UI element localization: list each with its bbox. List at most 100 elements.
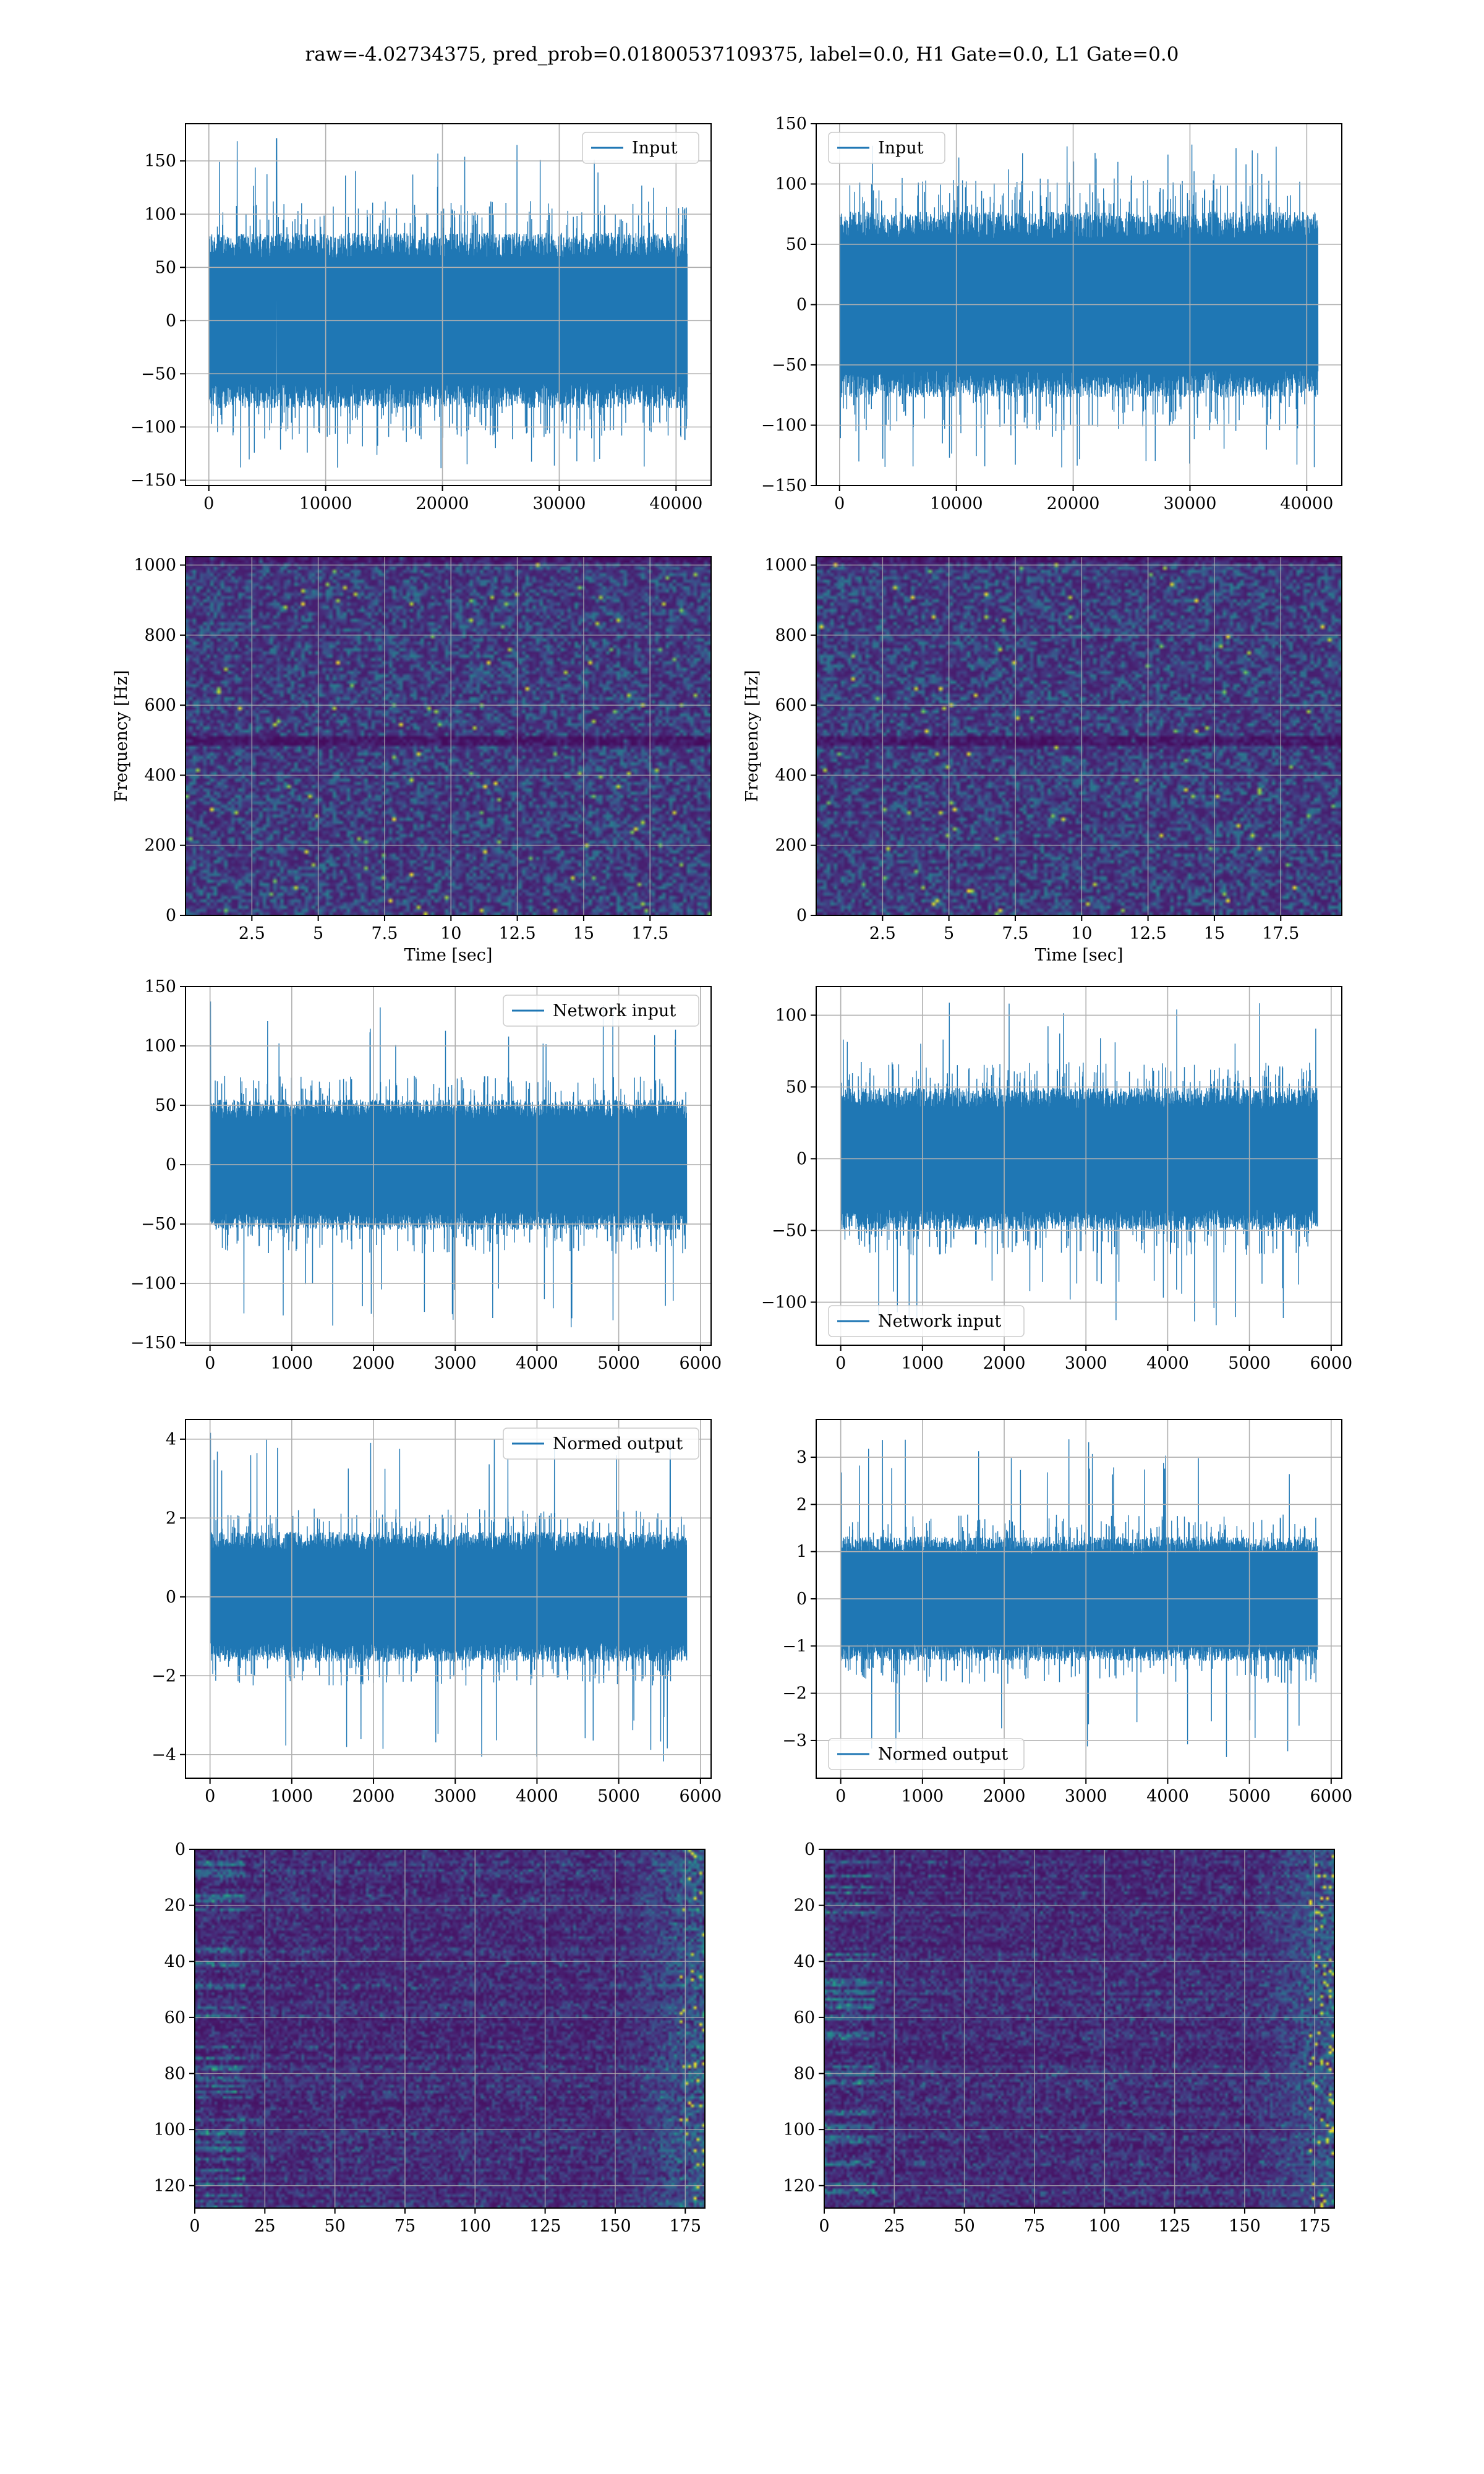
feat-h1-ytick-label-4: 80: [164, 2065, 186, 2084]
input-h1-ytick-label-1: −100: [130, 417, 176, 437]
norm-l1-frame: [816, 1419, 1342, 1779]
norm-l1-xtick-label-1: 1000: [901, 1787, 944, 1806]
norm-h1-xtick-label-0: 0: [205, 1787, 215, 1806]
norm-h1-legend-box: [503, 1427, 699, 1460]
input-h1-xtick-label-1: 10000: [299, 494, 352, 513]
spec-l1-ylabel: Frequency [Hz]: [743, 670, 762, 802]
feat-l1-xtick-label-4: 100: [1089, 2217, 1121, 2236]
input-l1-xtick-label-3: 30000: [1163, 494, 1216, 513]
net-l1-xtick-label-1: 1000: [901, 1354, 944, 1373]
input-l1-ytick-label-1: −100: [761, 416, 807, 435]
net-h1-xtick-label-4: 4000: [516, 1354, 558, 1373]
spec-h1-ytick-label-3: 600: [144, 696, 176, 715]
norm-l1-ytick-label-1: −2: [782, 1684, 807, 1703]
feat-l1-ytick-label-0: 0: [804, 1840, 815, 1859]
norm-h1-legend: Normed output: [503, 1427, 699, 1460]
spec-l1-xtick-label-3: 10: [1071, 924, 1092, 943]
spec-l1-frame: [816, 556, 1342, 916]
chart-spec-h1: 2.5 5 7.5 10 12.5 15 17.5 0 200 400 600 800 1000 Time…: [112, 556, 712, 965]
net-h1-xtick-label-6: 6000: [679, 1354, 722, 1373]
spec-l1-xtick-label-6: 17.5: [1262, 924, 1299, 943]
net-h1-frame: [185, 986, 712, 1346]
norm-h1-ytick-label-1: −2: [151, 1666, 176, 1685]
input-h1-legend-label: Input: [632, 139, 678, 158]
feat-h1-xtick-label-3: 75: [394, 2217, 416, 2236]
input-l1-ytick-label-0: −150: [761, 476, 807, 495]
norm-l1-xtick-label-3: 3000: [1065, 1787, 1107, 1806]
spec-h1-xtick-label-4: 12.5: [499, 924, 536, 943]
net-h1-legend-box: [503, 995, 699, 1027]
norm-l1-ytick-label-2: −1: [782, 1637, 807, 1656]
feat-h1-xtick-label-6: 150: [599, 2217, 631, 2236]
input-h1-legend-box: [582, 132, 699, 164]
spec-h1-xtick-label-0: 2.5: [239, 924, 265, 943]
input-l1-ytick-label-4: 50: [786, 235, 807, 254]
norm-h1-ytick-label-0: −4: [151, 1745, 176, 1765]
feat-l1-xtick-label-3: 75: [1024, 2217, 1045, 2236]
norm-h1-xtick-label-1: 1000: [270, 1787, 313, 1806]
net-h1-xtick-label-5: 5000: [597, 1354, 640, 1373]
spec-l1-ytick-label-2: 400: [775, 766, 807, 785]
feat-h1-ytick-label-1: 20: [164, 1896, 186, 1915]
feat-h1-xtick-label-1: 25: [254, 2217, 275, 2236]
input-l1-ytick-label-2: −50: [772, 356, 807, 375]
spec-l1-xtick-label-0: 2.5: [869, 924, 896, 943]
net-h1-series-line: [210, 1001, 688, 1328]
feat-h1-ytick-label-5: 100: [153, 2120, 186, 2139]
net-l1-xtick-label-5: 5000: [1228, 1354, 1271, 1373]
net-l1-xtick-label-2: 2000: [983, 1354, 1026, 1373]
chart-input-h1: 0 10000 20000 30000 40000 −150 −100 −50 0 50 100 15…: [130, 123, 712, 513]
input-l1-series-line: [839, 144, 1319, 468]
spec-l1-xtick-label-2: 7.5: [1002, 924, 1028, 943]
net-h1-ytick-label-2: −50: [141, 1215, 176, 1234]
spec-h1-ytick-label-2: 400: [144, 766, 176, 785]
spec-l1-ytick-label-4: 800: [775, 626, 807, 645]
spec-l1-ytick-label-0: 0: [796, 906, 807, 925]
input-h1-xtick-label-0: 0: [203, 494, 214, 513]
norm-l1-xtick-label-6: 6000: [1310, 1787, 1352, 1806]
net-l1-xtick-label-4: 4000: [1146, 1354, 1189, 1373]
input-l1-ytick-label-3: 0: [796, 296, 807, 315]
spec-h1-xtick-label-5: 15: [573, 924, 594, 943]
feat-l1-ytick-label-6: 120: [783, 2177, 815, 2196]
spec-h1-ytick-label-4: 800: [144, 626, 176, 645]
input-l1-frame: [816, 123, 1342, 486]
spec-l1-xtick-label-1: 5: [944, 924, 954, 943]
input-l1-xtick-label-0: 0: [834, 494, 845, 513]
norm-l1-xtick-label-5: 5000: [1228, 1787, 1271, 1806]
feat-h1-xtick-label-7: 175: [669, 2217, 701, 2236]
spec-h1-heatmap-image: [186, 557, 711, 915]
spec-h1-ytick-label-1: 200: [144, 836, 176, 855]
input-h1-series-line: [208, 138, 688, 469]
norm-l1-ytick-label-3: 0: [796, 1590, 807, 1609]
spec-l1-ytick-label-3: 600: [775, 696, 807, 715]
input-h1-ytick-label-5: 100: [144, 205, 176, 224]
net-h1-ytick-label-1: −100: [130, 1274, 176, 1293]
spec-h1-ylabel: Frequency [Hz]: [112, 670, 131, 802]
spec-h1-ytick-label-0: 0: [166, 906, 176, 925]
input-l1-legend-label: Input: [878, 139, 924, 158]
net-l1-ytick-label-4: 100: [775, 1006, 807, 1025]
feat-l1-frame: [824, 1849, 1335, 2209]
norm-l1-xtick-label-0: 0: [835, 1787, 846, 1806]
norm-l1-ytick-label-5: 2: [796, 1495, 807, 1514]
feat-l1-ytick-label-3: 60: [794, 2008, 815, 2027]
net-h1-xtick-label-0: 0: [205, 1354, 215, 1373]
spec-h1-xtick-label-6: 17.5: [631, 924, 668, 943]
net-h1-ytick-label-3: 0: [166, 1155, 176, 1175]
net-h1-legend: Network input: [503, 995, 699, 1027]
figure-title: raw=-4.02734375, pred_prob=0.01800537109…: [305, 43, 1179, 66]
net-l1-ytick-label-1: −50: [772, 1221, 807, 1240]
chart-feat-h1: 0 25 50 75 100 125 150 175 0 20 40 60 80 100 120: [153, 1840, 706, 2236]
feat-l1-ytick-label-5: 100: [783, 2120, 815, 2139]
feat-h1-frame: [194, 1849, 706, 2209]
feat-l1-ytick-label-4: 80: [794, 2065, 815, 2084]
input-h1-xtick-label-4: 40000: [649, 494, 702, 513]
feat-l1-xtick-label-7: 175: [1298, 2217, 1331, 2236]
norm-h1-ytick-label-3: 2: [166, 1509, 176, 1528]
norm-h1-xtick-label-6: 6000: [679, 1787, 722, 1806]
norm-h1-xtick-label-2: 2000: [352, 1787, 395, 1806]
input-h1-ytick-label-6: 150: [144, 152, 176, 171]
spec-l1-xtick-label-4: 12.5: [1130, 924, 1167, 943]
net-l1-legend: Network input: [828, 1305, 1025, 1337]
